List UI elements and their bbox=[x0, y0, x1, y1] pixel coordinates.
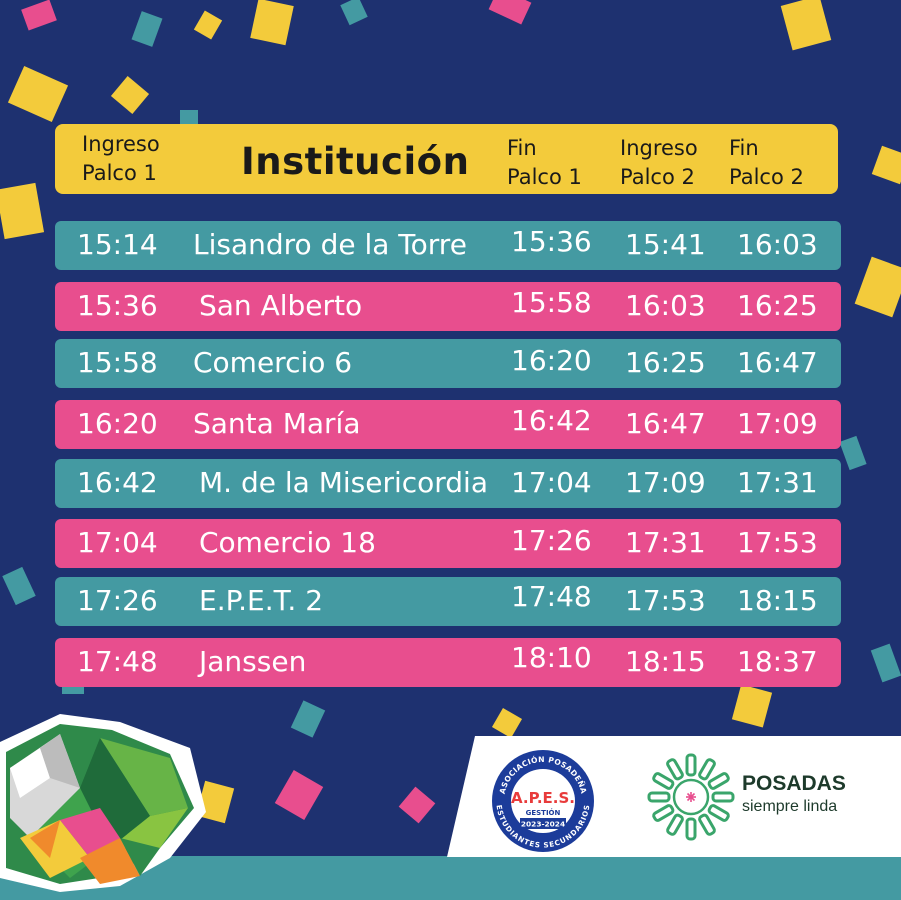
confetti-piece bbox=[290, 700, 326, 738]
posadas-subtitle: siempre linda bbox=[742, 798, 838, 815]
ingreso-palco-2: 17:53 bbox=[625, 584, 706, 617]
fin-palco-2: 17:31 bbox=[737, 466, 818, 499]
confetti-piece bbox=[193, 10, 223, 40]
ingreso-palco-1: 15:58 bbox=[77, 346, 158, 379]
confetti-piece bbox=[0, 182, 45, 240]
institution-name: Lisandro de la Torre bbox=[193, 228, 467, 261]
fin-palco-2: 16:03 bbox=[737, 228, 818, 261]
apes-logo: ASOCIACIÓN POSADEÑA ESTUDIANTES SECUNDAR… bbox=[492, 750, 594, 852]
header-ingreso-palco-2: Ingreso Palco 2 bbox=[620, 134, 698, 192]
confetti-piece bbox=[731, 684, 773, 728]
ingreso-palco-2: 16:47 bbox=[625, 407, 706, 440]
table-row: 16:42 M. de la Misericordia 17:04 17:09 … bbox=[55, 459, 841, 508]
institution-name: Comercio 6 bbox=[193, 346, 353, 379]
apes-inner-circle bbox=[511, 769, 575, 833]
fin-palco-2: 18:15 bbox=[737, 584, 818, 617]
institution-name: M. de la Misericordia bbox=[199, 466, 488, 499]
table-row: 17:26 E.P.E.T. 2 17:48 17:53 18:15 bbox=[55, 577, 841, 626]
header-label: Fin bbox=[507, 136, 537, 160]
fin-palco-1: 17:26 bbox=[511, 524, 592, 557]
institution-name: E.P.E.T. 2 bbox=[199, 584, 324, 617]
confetti-piece bbox=[839, 435, 867, 471]
confetti-piece bbox=[871, 145, 901, 185]
confetti-piece bbox=[854, 256, 901, 318]
confetti-piece bbox=[274, 770, 324, 820]
ingreso-palco-2: 18:15 bbox=[625, 645, 706, 678]
header-label: Ingreso bbox=[82, 132, 160, 156]
ingreso-palco-2: 15:41 bbox=[625, 228, 706, 261]
ingreso-palco-2: 16:25 bbox=[625, 346, 706, 379]
table-row: 15:36 San Alberto 15:58 16:03 16:25 bbox=[55, 282, 841, 331]
ingreso-palco-1: 16:42 bbox=[77, 466, 158, 499]
fin-palco-1: 17:48 bbox=[511, 580, 592, 613]
confetti-piece bbox=[340, 0, 368, 26]
header-label: Palco 1 bbox=[507, 165, 582, 189]
institution-name: San Alberto bbox=[199, 289, 363, 322]
apes-years: 2023-2024 bbox=[521, 820, 565, 829]
table-header: Ingreso Palco 1 Institución Fin Palco 1 … bbox=[55, 124, 838, 194]
ingreso-palco-2: 17:31 bbox=[625, 526, 706, 559]
header-fin-palco-2: Fin Palco 2 bbox=[729, 134, 804, 192]
header-label: Ingreso bbox=[620, 136, 698, 160]
confetti-piece bbox=[780, 0, 832, 51]
confetti-piece bbox=[870, 643, 901, 683]
header-label: Palco 2 bbox=[729, 165, 804, 189]
fin-palco-2: 16:47 bbox=[737, 346, 818, 379]
ingreso-palco-2: 16:03 bbox=[625, 289, 706, 322]
fin-palco-1: 18:10 bbox=[511, 641, 592, 674]
table-row: 17:48 Janssen 18:10 18:15 18:37 bbox=[55, 638, 841, 687]
header-label: Palco 1 bbox=[82, 161, 157, 185]
confetti-piece bbox=[180, 110, 198, 124]
fin-palco-1: 16:20 bbox=[511, 344, 592, 377]
confetti-piece bbox=[7, 65, 69, 123]
table-row: 17:04 Comercio 18 17:26 17:31 17:53 bbox=[55, 519, 841, 568]
ingreso-palco-1: 15:36 bbox=[77, 289, 158, 322]
fin-palco-2: 16:25 bbox=[737, 289, 818, 322]
header-institucion: Institución bbox=[241, 140, 470, 183]
ingreso-palco-1: 17:48 bbox=[77, 645, 158, 678]
confetti-piece bbox=[250, 0, 294, 46]
confetti-piece bbox=[488, 0, 532, 25]
table-row: 15:58 Comercio 6 16:20 16:25 16:47 bbox=[55, 339, 841, 388]
header-label: Palco 2 bbox=[620, 165, 695, 189]
table-row: 16:20 Santa María 16:42 16:47 17:09 bbox=[55, 400, 841, 449]
confetti-piece bbox=[110, 76, 150, 114]
ingreso-palco-1: 17:04 bbox=[77, 526, 158, 559]
fin-palco-1: 15:36 bbox=[511, 225, 592, 258]
posadas-title: POSADAS bbox=[742, 772, 846, 795]
institution-name: Comercio 18 bbox=[199, 526, 376, 559]
header-label: Fin bbox=[729, 136, 759, 160]
confetti-piece bbox=[2, 566, 36, 606]
apes-acronym: A.P.E.S. bbox=[511, 789, 575, 807]
confetti-piece bbox=[398, 786, 436, 824]
header-ingreso-palco-1: Ingreso Palco 1 bbox=[82, 130, 160, 188]
confetti-piece bbox=[491, 707, 523, 739]
fin-palco-2: 17:09 bbox=[737, 407, 818, 440]
fin-palco-2: 18:37 bbox=[737, 645, 818, 678]
plant-illustration bbox=[0, 714, 206, 892]
table-row: 15:14 Lisandro de la Torre 15:36 15:41 1… bbox=[55, 221, 841, 270]
ingreso-palco-1: 17:26 bbox=[77, 584, 158, 617]
apes-gestion: GESTIÓN bbox=[526, 808, 561, 817]
institution-name: Santa María bbox=[193, 407, 361, 440]
institution-name: Janssen bbox=[199, 645, 307, 678]
ingreso-palco-1: 16:20 bbox=[77, 407, 158, 440]
ingreso-palco-1: 15:14 bbox=[77, 228, 158, 261]
confetti-piece bbox=[131, 11, 163, 47]
ingreso-palco-2: 17:09 bbox=[625, 466, 706, 499]
apes-years-band bbox=[520, 818, 566, 829]
fin-palco-1: 17:04 bbox=[511, 466, 592, 499]
fin-palco-2: 17:53 bbox=[737, 526, 818, 559]
posadas-flower-icon bbox=[647, 753, 735, 841]
header-fin-palco-1: Fin Palco 1 bbox=[507, 134, 582, 192]
fin-palco-1: 16:42 bbox=[511, 404, 592, 437]
confetti-piece bbox=[21, 0, 57, 31]
fin-palco-1: 15:58 bbox=[511, 286, 592, 319]
